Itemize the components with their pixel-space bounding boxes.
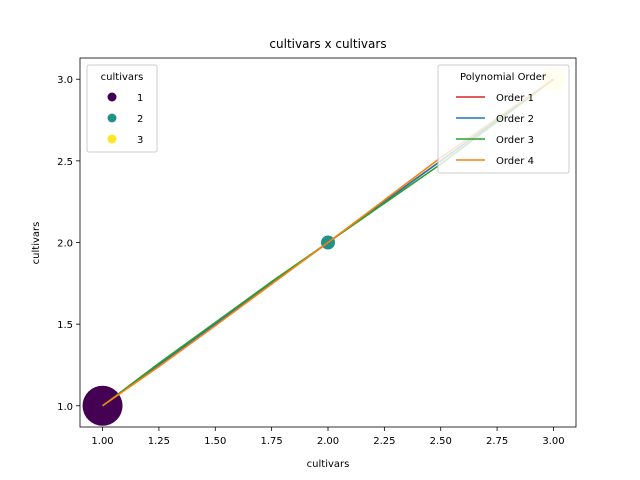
axes-frame — [79, 57, 577, 428]
y-tick-label: 3.0 — [57, 75, 73, 86]
x-tick-label: 1.75 — [261, 436, 283, 447]
legend-cultivars-marker — [107, 92, 117, 102]
y-tick-label: 2.5 — [57, 157, 73, 168]
x-tick-label: 1.25 — [148, 436, 170, 447]
legend-cultivars-frame — [86, 64, 158, 153]
legend-order-frame — [437, 64, 570, 174]
legend-order-label: Order 1 — [496, 93, 534, 104]
legend-cultivars-marker — [107, 134, 117, 144]
legend-cultivars-label: 3 — [137, 135, 143, 146]
legend-order-label: Order 2 — [496, 114, 534, 125]
legend-cultivars-title: cultivars — [101, 72, 144, 83]
y-tick-label: 2.0 — [57, 239, 73, 250]
x-axis-label: cultivars — [307, 459, 350, 470]
x-tick-label: 3.00 — [542, 436, 564, 447]
legend-order-title: Polynomial Order — [460, 72, 547, 83]
x-tick-label: 2.25 — [373, 436, 395, 447]
x-tick-label: 2.00 — [317, 436, 339, 447]
legend-cultivars-marker — [107, 113, 117, 123]
legend-order-label: Order 4 — [496, 156, 534, 167]
x-tick-label: 2.50 — [430, 436, 452, 447]
legend-cultivars: cultivars 1 2 3 — [86, 64, 158, 153]
x-tick-label: 2.75 — [486, 436, 508, 447]
legend-polynomial-order: Polynomial Order Order 1 Order 2 Order 3 Ord… — [437, 64, 570, 174]
x-tick-label: 1.00 — [91, 436, 113, 447]
legend-cultivars-label: 2 — [137, 114, 143, 125]
y-axis-label: cultivars — [31, 222, 42, 265]
y-tick-label: 1.0 — [57, 402, 73, 413]
legend-order-label: Order 3 — [496, 135, 534, 146]
chart-title: cultivars x cultivars — [269, 37, 386, 51]
y-tick-label: 1.5 — [57, 320, 73, 331]
x-tick-label: 1.50 — [204, 436, 226, 447]
data-point-cultivar-1 — [82, 385, 123, 426]
legend-cultivars-label: 1 — [137, 93, 143, 104]
